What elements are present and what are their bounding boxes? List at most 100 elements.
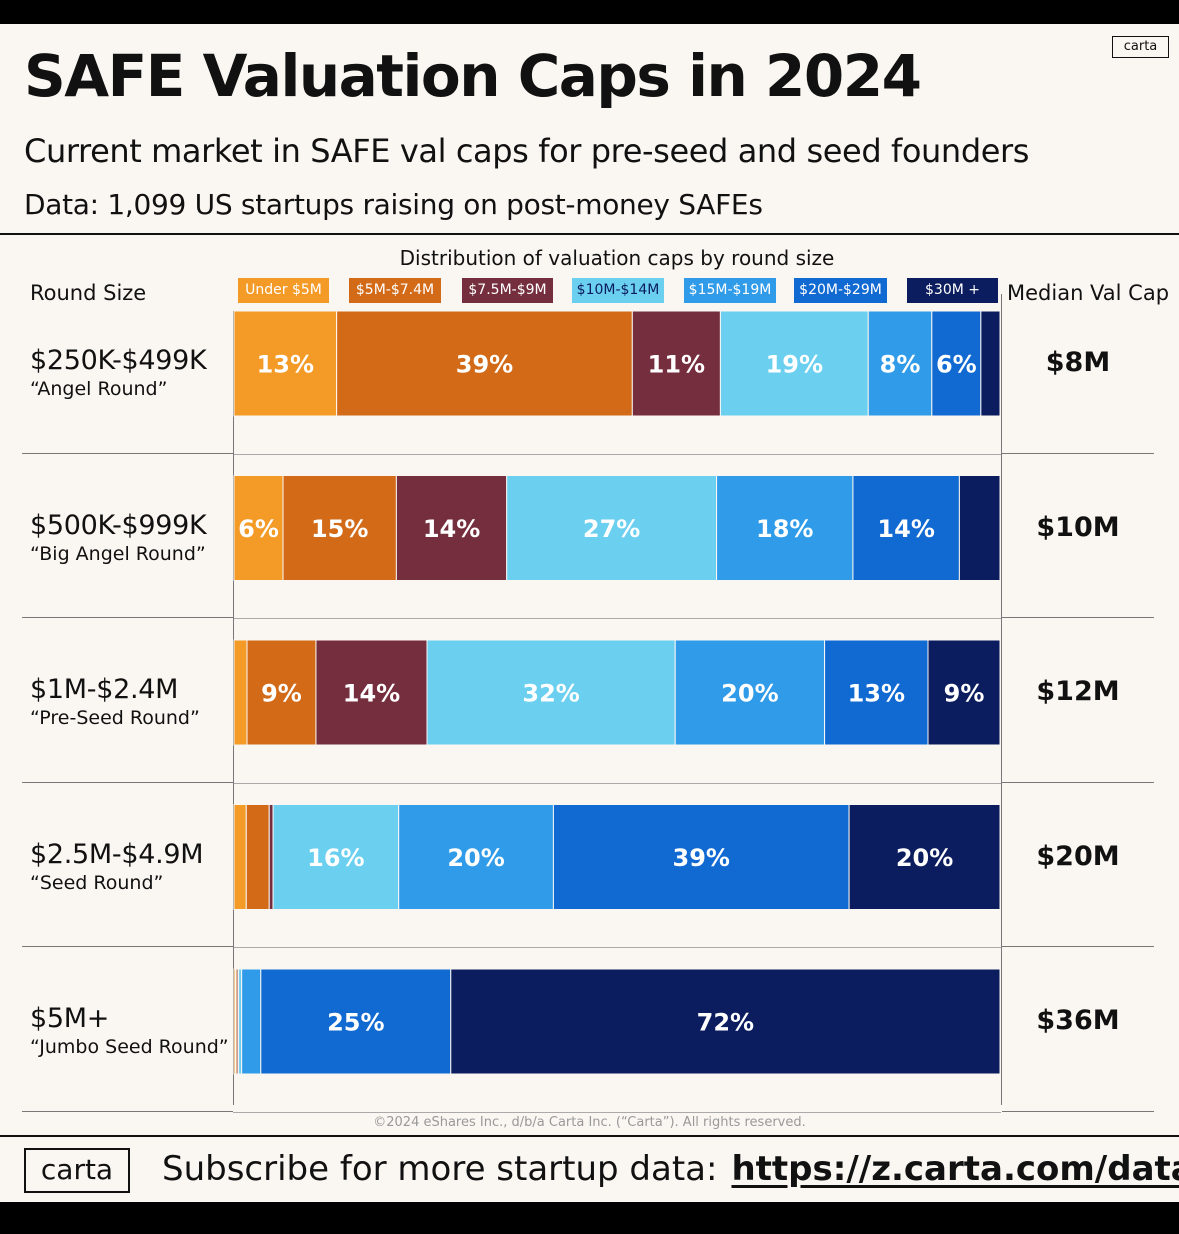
legend-item-under-5m: Under $5M — [238, 278, 329, 303]
row-divider-right — [1002, 1110, 1154, 1112]
row-divider-chart — [233, 1111, 1001, 1113]
row-divider-chart — [233, 947, 1001, 948]
copyright-notice: ©2024 eShares Inc., d/b/a Carta Inc. (“C… — [373, 1115, 806, 1130]
median-value-5m: $36M — [1036, 1005, 1120, 1036]
legend-item-30m: $30M + — [907, 278, 998, 303]
row-divider-chart — [233, 453, 1001, 455]
infographic-card: carta SAFE Valuation Caps in 2024 Curren… — [0, 24, 1179, 1202]
data-label-250k-499k-10m-14m: 19% — [766, 351, 823, 379]
median-header: Median Val Cap — [1007, 281, 1170, 305]
legend-item-5m-7-4m: $5M-$7.4M — [349, 278, 441, 303]
bar-segment-250k-499k-30m — [980, 310, 1001, 417]
bar-segment-1m-2-4m-5m-7-4m — [246, 639, 317, 746]
round-size-label: $500K-$999K — [30, 509, 207, 541]
legend-item-15m-19m: $15M-$19M — [684, 278, 776, 303]
data-label-5m-30m: 72% — [697, 1009, 754, 1037]
data-label-2-5m-4-9m-15m-19m: 20% — [447, 844, 504, 872]
round-size-label: $250K-$499K — [30, 345, 207, 376]
legend-item-7-5m-9m: $7.5M-$9M — [462, 278, 553, 303]
bar-segment-2-5m-4-9m-5m-7-4m — [245, 804, 270, 910]
data-label-1m-2-4m-5m-7-4m: 9% — [261, 680, 302, 708]
round-name-label: “Big Angel Round” — [30, 542, 206, 565]
data-label-500k-999k-under-5m: 6% — [238, 515, 279, 543]
data-label-500k-999k-10m-14m: 27% — [583, 515, 640, 543]
data-label-250k-499k-under-5m: 13% — [257, 351, 314, 379]
bar-segment-250k-499k-5m-7-4m — [336, 310, 633, 417]
row-divider-left — [22, 452, 233, 454]
row-label-1m-2-4m: $1M-$2.4M “Pre-Seed Round” — [30, 674, 200, 729]
round-name-label: “Seed Round” — [30, 871, 164, 894]
chart-title: Distribution of valuation caps by round … — [399, 246, 835, 270]
bar-segment-500k-999k-10m-14m — [506, 475, 718, 581]
row-label-500k-999k: $500K-$999K “Big Angel Round” — [30, 509, 207, 565]
row-divider-left — [22, 1110, 233, 1112]
data-label-500k-999k-7-5m-9m: 14% — [423, 515, 480, 543]
round-name-label: “Pre-Seed Round” — [30, 707, 200, 729]
data-label-1m-2-4m-20m-29m: 13% — [848, 680, 905, 708]
bar-segment-1m-2-4m-7-5m-9m — [315, 639, 428, 746]
legend-item-20m-29m: $20M-$29M — [794, 278, 887, 303]
data-label-250k-499k-7-5m-9m: 11% — [648, 351, 705, 379]
bar-segment-2-5m-4-9m-15m-19m — [398, 804, 554, 910]
bar-segment-500k-999k-15m-19m — [716, 475, 854, 581]
data-label-250k-499k-15m-19m: 8% — [880, 351, 921, 379]
footer-rule — [0, 1135, 1179, 1137]
row-divider-right — [1002, 452, 1154, 454]
data-label-1m-2-4m-15m-19m: 20% — [721, 680, 778, 708]
data-label-2-5m-4-9m-20m-29m: 39% — [673, 844, 730, 872]
median-value-500k-999k: $10M — [1036, 511, 1120, 543]
bar-segment-5m-15m-19m — [241, 968, 262, 1075]
legend-item-10m-14m: $10M-$14M — [572, 278, 664, 303]
median-value-1m-2-4m: $12M — [1036, 676, 1120, 707]
bar-segment-500k-999k-7-5m-9m — [395, 475, 508, 581]
round-name-label: “Angel Round” — [30, 378, 168, 400]
bar-segment-2-5m-4-9m-7-5m-9m — [268, 804, 274, 910]
data-label-500k-999k-15m-19m: 18% — [756, 515, 813, 543]
row-divider-right — [1002, 781, 1154, 783]
row-divider-right — [1002, 617, 1154, 618]
bar-segment-2-5m-4-9m-under-5m — [233, 804, 247, 910]
bar-segment-500k-999k-under-5m — [233, 475, 284, 581]
bar-segment-250k-499k-under-5m — [233, 310, 338, 417]
bar-segment-500k-999k-30m — [958, 475, 1001, 581]
data-label-500k-999k-5m-7-4m: 15% — [311, 515, 368, 543]
bar-segment-5m-20m-29m — [260, 968, 452, 1075]
bar-segment-250k-499k-10m-14m — [719, 310, 869, 417]
stacked-bar-chart: 13% 39% 11% 19% 8% 6% 6% 15% 14% 27% 18% 14% 9% 14% 32… — [233, 310, 1001, 1075]
bar-segment-1m-2-4m-30m — [927, 639, 1001, 746]
footer-subscribe: Subscribe for more startup data: https://… — [162, 1149, 1179, 1189]
row-divider-left — [22, 617, 233, 618]
row-label-2-5m-4-9m: $2.5M-$4.9M “Seed Round” — [30, 838, 204, 894]
round-size-label: $1M-$2.4M — [30, 674, 179, 705]
chart-right-axis — [1001, 294, 1002, 1105]
data-label-2-5m-4-9m-30m: 20% — [896, 844, 953, 872]
data-note: Data: 1,099 US startups raising on post-… — [24, 188, 763, 221]
data-label-1m-2-4m-7-5m-9m: 14% — [343, 680, 400, 708]
data-label-250k-499k-5m-7-4m: 39% — [456, 351, 513, 379]
bar-segment-1m-2-4m-20m-29m — [824, 639, 929, 746]
header-rule — [0, 233, 1179, 235]
row-divider-right — [1002, 946, 1154, 947]
bar-segment-2-5m-4-9m-10m-14m — [272, 804, 400, 910]
bar-segment-5m-30m — [450, 968, 1001, 1075]
bar-segment-250k-499k-7-5m-9m — [631, 310, 721, 417]
row-divider-left — [22, 781, 233, 783]
data-label-1m-2-4m-30m: 9% — [944, 680, 985, 708]
row-label-250k-499k: $250K-$499K “Angel Round” — [30, 345, 207, 400]
row-divider-chart — [233, 618, 1001, 619]
median-value-2-5m-4-9m: $20M — [1036, 840, 1120, 872]
bar-segment-1m-2-4m-15m-19m — [674, 639, 826, 746]
data-label-1m-2-4m-10m-14m: 32% — [522, 680, 579, 708]
data-label-500k-999k-20m-29m: 14% — [877, 515, 934, 543]
median-value-250k-499k: $8M — [1045, 347, 1111, 378]
bar-segment-2-5m-4-9m-30m — [848, 804, 1001, 910]
bar-segment-250k-499k-15m-19m — [867, 310, 933, 417]
footer-logo: carta — [24, 1148, 130, 1193]
data-label-5m-20m-29m: 25% — [327, 1009, 384, 1037]
round-size-label: $2.5M-$4.9M — [30, 838, 204, 870]
subscribe-link[interactable]: https://z.carta.com/data — [731, 1149, 1179, 1189]
row-divider-left — [22, 946, 233, 947]
data-label-250k-499k-20m-29m: 6% — [936, 351, 977, 379]
data-label-2-5m-4-9m-10m-14m: 16% — [307, 844, 364, 872]
page-title: SAFE Valuation Caps in 2024 — [24, 42, 922, 110]
